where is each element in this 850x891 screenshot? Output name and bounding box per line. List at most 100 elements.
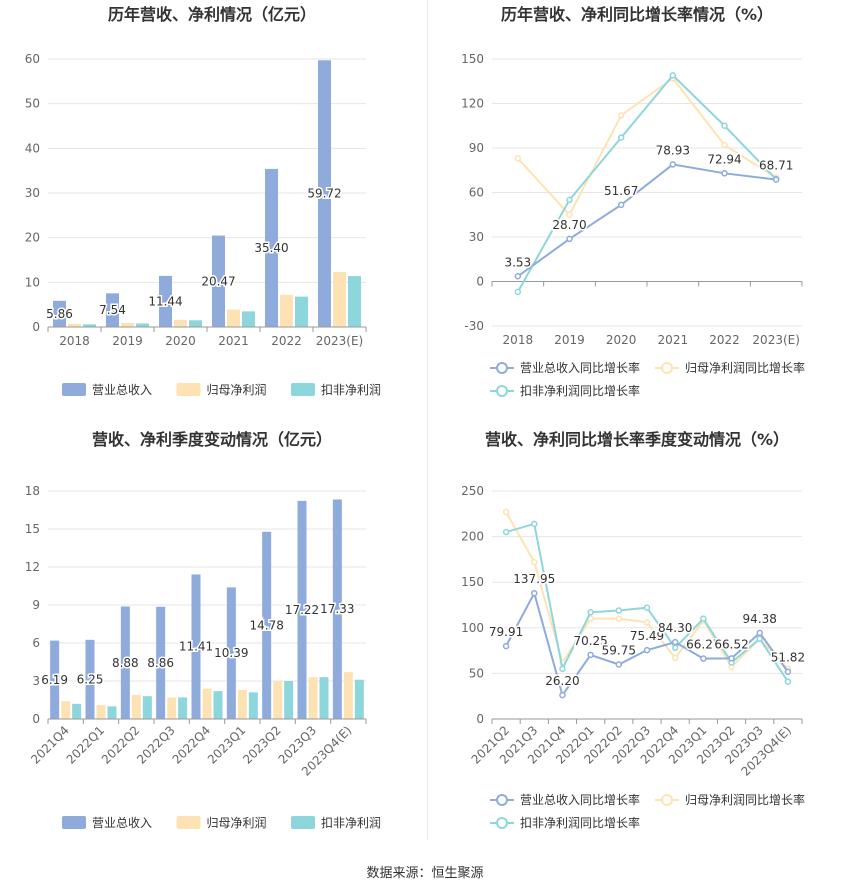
x-tick-label: 2023Q1 — [205, 723, 249, 767]
legend-swatch — [291, 383, 315, 396]
data-point — [559, 665, 566, 673]
point-value-label: 94.38 — [743, 612, 777, 626]
bar-value-label: 6.19 — [41, 673, 68, 687]
bar — [120, 606, 130, 719]
y-tick-label: 30 — [469, 230, 484, 244]
bar-value-label: 11.41 — [179, 640, 213, 654]
bar — [202, 688, 212, 719]
legend-label: 归母净利润 — [207, 383, 267, 397]
legend-marker — [496, 794, 508, 806]
chart-title: 营收、净利同比增长率季度变动情况（%） — [485, 430, 789, 449]
bar-value-label: 59.72 — [307, 187, 341, 201]
x-tick-label: 2022 — [709, 333, 740, 347]
data-point — [784, 668, 792, 675]
x-tick-label: 2023(E) — [316, 334, 363, 348]
data-point — [615, 607, 623, 614]
bar — [174, 319, 187, 327]
y-tick-label: 20 — [25, 231, 40, 245]
bar-value-label: 7.54 — [99, 303, 126, 317]
bar — [332, 499, 342, 719]
y-tick-label: 150 — [461, 575, 484, 589]
bar-value-label: 14.78 — [249, 618, 283, 632]
series-line — [505, 522, 789, 683]
data-point — [502, 642, 510, 650]
bar — [68, 323, 81, 327]
data-point — [721, 141, 728, 149]
y-tick-label: 9 — [32, 598, 40, 612]
y-tick-label: 150 — [461, 52, 484, 66]
bar — [96, 705, 106, 719]
y-tick-label: 50 — [469, 666, 484, 680]
data-point — [514, 288, 522, 296]
legend-label: 归母净利润同比增长率 — [685, 792, 805, 807]
bar — [333, 272, 346, 327]
data-point — [728, 655, 735, 662]
point-value-label: 66.27 — [686, 638, 720, 652]
bar — [107, 706, 117, 719]
bar-value-label: 6.25 — [77, 672, 104, 686]
x-tick-label: 2021Q4 — [28, 723, 72, 767]
legend-label: 营业总收入 — [92, 816, 152, 830]
point-value-label: 78.93 — [656, 143, 690, 157]
y-tick-label: 60 — [25, 52, 40, 66]
series-line — [516, 73, 777, 293]
y-tick-label: 0 — [476, 275, 484, 289]
bar — [83, 324, 96, 327]
bar — [242, 311, 255, 327]
bar — [85, 639, 95, 719]
bar — [131, 694, 141, 719]
data-point — [671, 644, 679, 652]
legend-label: 扣非净利润同比增长率 — [520, 383, 640, 398]
point-value-label: 28.70 — [552, 218, 586, 232]
chart-title: 历年营收、净利情况（亿元） — [108, 5, 316, 24]
legend-label: 扣非净利润 — [321, 383, 381, 397]
bar — [226, 587, 236, 719]
bar — [262, 531, 272, 719]
bar — [61, 701, 71, 719]
point-value-label: 68.71 — [759, 159, 793, 173]
point-value-label: 137.95 — [513, 572, 555, 586]
point-value-label: 51.67 — [604, 184, 638, 198]
data-point — [643, 619, 651, 626]
data-point — [700, 615, 707, 622]
x-tick-label: 2020 — [606, 333, 637, 347]
legend-marker — [661, 794, 673, 806]
legend-swatch — [62, 383, 86, 396]
bar — [156, 606, 166, 719]
data-source-note: 数据来源：恒生聚源 — [366, 866, 484, 881]
y-tick-label: 15 — [25, 522, 40, 536]
x-tick-label: 2022Q1 — [64, 723, 108, 767]
x-tick-label: 2018 — [503, 333, 534, 347]
annual-revenue-profit-chart: 历年营收、净利情况（亿元） 0 10 20 30 40 50 60 2018 2019 2020 20… — [0, 0, 425, 415]
legend-marker — [496, 362, 508, 374]
point-value-label: 84.30 — [658, 621, 692, 635]
bar — [265, 168, 278, 327]
bar-value-label: 17.22 — [285, 603, 319, 617]
x-tick-label: 2022Q3 — [134, 723, 178, 767]
bar — [280, 294, 293, 327]
bar-value-label: 20.47 — [201, 274, 235, 288]
bar — [248, 692, 258, 719]
x-tick-label: 2022 — [271, 334, 302, 348]
data-point — [502, 528, 510, 536]
y-tick-label: 0 — [476, 712, 484, 726]
chart-title: 营收、净利季度变动情况（亿元） — [92, 430, 332, 449]
data-point — [617, 134, 625, 141]
point-value-label: 26.20 — [545, 674, 579, 688]
x-tick-label: 2020 — [165, 334, 196, 348]
chart-title: 历年营收、净利同比增长率情况（%） — [501, 5, 773, 24]
data-point — [559, 691, 566, 699]
legend-label: 扣非净利润同比增长率 — [520, 815, 640, 830]
legend-swatch — [62, 816, 86, 829]
legend-marker — [496, 385, 508, 397]
panel-divider — [427, 0, 428, 840]
bar-value-label: 17.33 — [320, 602, 354, 616]
annual-growth-rate-chart: 历年营收、净利同比增长率情况（%） -30 0 30 60 90 120 150 2018 201… — [425, 0, 850, 415]
data-point — [615, 615, 623, 622]
legend-marker — [661, 362, 673, 374]
legend-label: 归母净利润同比增长率 — [685, 360, 805, 375]
data-point — [615, 661, 623, 668]
legend-swatch — [176, 816, 201, 829]
bar — [191, 574, 201, 719]
point-value-label: 70.25 — [573, 634, 607, 648]
